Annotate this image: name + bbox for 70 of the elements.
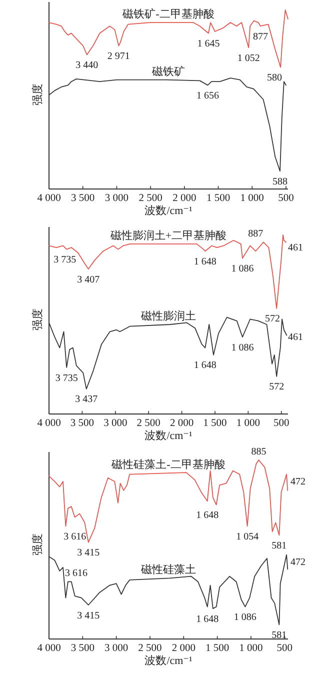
x-axis-title: 波数/cm⁻¹ bbox=[144, 654, 192, 667]
annotation: 1 656 bbox=[196, 90, 219, 102]
x-tick-label: 3 500 bbox=[70, 418, 94, 429]
annotation: 588 bbox=[272, 176, 288, 188]
annotation: 3 735 bbox=[55, 372, 78, 384]
annotation: 572 bbox=[265, 314, 280, 325]
annotation: 572 bbox=[269, 382, 284, 393]
x-tick-label: 500 bbox=[278, 193, 294, 204]
x-tick-label: 2 500 bbox=[138, 193, 162, 204]
x-tick-label: 1 500 bbox=[206, 193, 230, 204]
annotation: 887 bbox=[248, 228, 264, 240]
annotation: 1 648 bbox=[196, 510, 219, 522]
x-tick-label: 4 000 bbox=[37, 418, 61, 429]
series-label: 磁铁矿-二甲基胂酸 bbox=[122, 8, 214, 21]
x-tick-label: 3 500 bbox=[71, 193, 95, 204]
annotation: 1 648 bbox=[194, 256, 216, 268]
series-label: 磁性硅藻土 bbox=[140, 563, 196, 576]
x-tick-label: 3 000 bbox=[104, 643, 128, 654]
annotation: 3 407 bbox=[77, 274, 100, 286]
x-axis-title: 波数/cm⁻¹ bbox=[144, 429, 192, 442]
annotation: 461 bbox=[288, 332, 303, 344]
x-tick-label: 4 000 bbox=[37, 643, 61, 654]
annotation: 2 971 bbox=[107, 51, 130, 62]
x-tick-label: 2 000 bbox=[170, 418, 194, 429]
y-axis-title: 强度 bbox=[31, 308, 44, 330]
x-tick-label: 1 000 bbox=[236, 418, 260, 429]
annotation: 1 648 bbox=[196, 614, 219, 625]
annotation: 1 086 bbox=[231, 264, 254, 275]
annotation: 3 616 bbox=[65, 568, 88, 580]
annotation: 1 054 bbox=[236, 532, 259, 543]
annotation: 1 086 bbox=[234, 612, 256, 624]
x-tick-label: 1 500 bbox=[203, 418, 227, 429]
annotation: 885 bbox=[251, 446, 266, 458]
annotation: 1 052 bbox=[237, 52, 260, 64]
annotation: 3 415 bbox=[77, 548, 100, 559]
annotation: 472 bbox=[290, 557, 306, 568]
x-tick-label: 3 500 bbox=[70, 643, 94, 654]
x-tick-label: 500 bbox=[273, 418, 290, 429]
annotation: 581 bbox=[272, 630, 287, 641]
annotation: 1 645 bbox=[197, 38, 220, 50]
x-axis-title: 波数/cm⁻¹ bbox=[144, 204, 192, 217]
annotation: 3 440 bbox=[76, 60, 98, 72]
x-tick-label: 1 000 bbox=[239, 643, 263, 654]
annotation: 3 616 bbox=[64, 532, 86, 543]
x-tick-label: 2 500 bbox=[136, 418, 160, 429]
annotation: 877 bbox=[252, 31, 268, 42]
x-tick-label: 1 000 bbox=[240, 193, 264, 204]
series-label: 磁性硅藻土-二甲基胂酸 bbox=[110, 458, 226, 472]
x-tick-label: 2 000 bbox=[172, 643, 196, 654]
annotation: 1 648 bbox=[194, 360, 216, 372]
annotation: 580 bbox=[266, 72, 282, 84]
annotation: 3 415 bbox=[77, 610, 100, 622]
y-axis-title: 强度 bbox=[31, 84, 44, 106]
annotation: 1 086 bbox=[231, 342, 254, 354]
annotation: 472 bbox=[290, 476, 306, 488]
x-tick-label: 1 500 bbox=[205, 643, 230, 654]
annotation: 461 bbox=[288, 242, 303, 254]
series-label: 磁铁矿 bbox=[151, 64, 185, 78]
series-label: 磁性膨润土+二甲基胂酸 bbox=[109, 228, 227, 242]
x-tick-label: 3 000 bbox=[104, 418, 128, 429]
x-tick-label: 500 bbox=[276, 643, 293, 654]
x-tick-label: 3 000 bbox=[104, 193, 129, 204]
x-tick-label: 2 500 bbox=[138, 643, 162, 654]
series-label: 磁性膨润土 bbox=[140, 310, 196, 323]
annotation: 3 735 bbox=[54, 254, 76, 266]
annotation: 581 bbox=[272, 540, 287, 552]
y-axis-title: 强度 bbox=[31, 534, 44, 556]
x-tick-label: 2 000 bbox=[172, 193, 196, 204]
annotation: 3 437 bbox=[75, 394, 98, 406]
x-tick-label: 4 000 bbox=[37, 193, 61, 204]
